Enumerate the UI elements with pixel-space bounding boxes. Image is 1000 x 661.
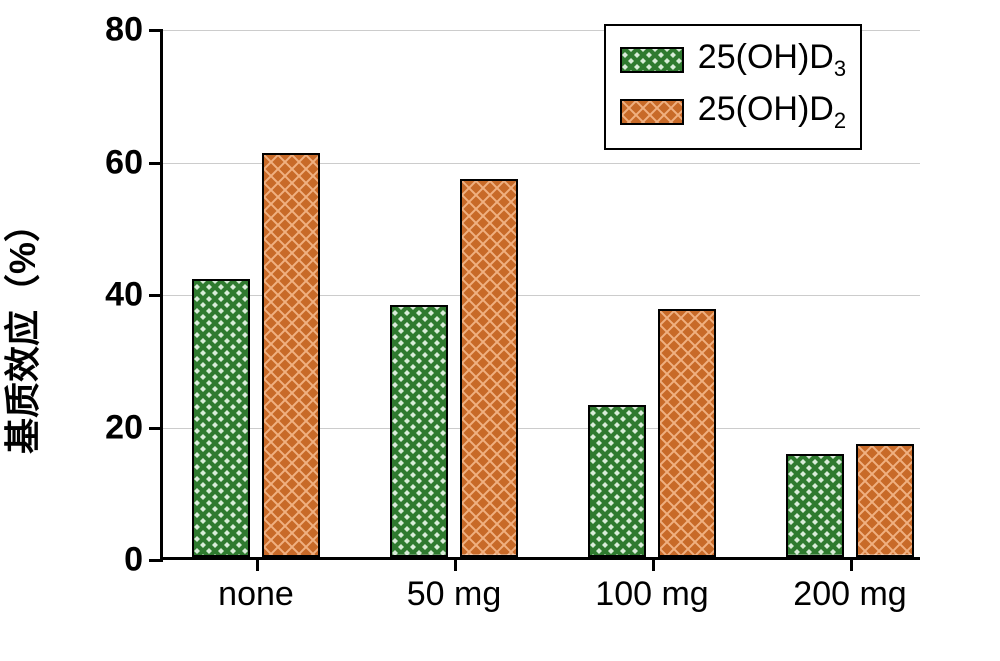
bar [460, 179, 518, 557]
legend-label: 25(OH)D2 [698, 90, 846, 134]
bar [390, 305, 448, 557]
legend-swatch [620, 47, 684, 73]
legend-label: 25(OH)D3 [698, 38, 846, 82]
y-tick-label: 40 [105, 276, 143, 315]
bar [658, 309, 716, 557]
plot-area: 020406080none50 mg100 mg200 mg25(OH)D325… [160, 30, 920, 560]
bar [192, 279, 250, 557]
legend-swatch [620, 99, 684, 125]
bar [786, 454, 844, 557]
y-tick-label: 60 [105, 143, 143, 182]
y-tick [149, 294, 163, 297]
bar [588, 405, 646, 557]
y-tick [149, 162, 163, 165]
legend: 25(OH)D3 25(OH)D2 [604, 24, 862, 150]
x-tick [850, 557, 853, 571]
y-tick-label: 20 [105, 408, 143, 447]
y-tick-label: 0 [124, 541, 143, 580]
x-tick-label: none [218, 575, 294, 614]
bar [856, 444, 914, 557]
y-tick [149, 427, 163, 430]
bar [262, 153, 320, 557]
y-axis-title: 基质效应（%） [0, 206, 46, 454]
legend-item: 25(OH)D2 [620, 86, 846, 138]
x-tick-label: 200 mg [793, 575, 906, 614]
y-tick [149, 29, 163, 32]
y-tick-label: 80 [105, 11, 143, 50]
x-tick-label: 100 mg [595, 575, 708, 614]
y-tick [149, 559, 163, 562]
chart-container: 基质效应（%） 020406080none50 mg100 mg200 mg25… [40, 20, 960, 640]
x-tick [652, 557, 655, 571]
legend-item: 25(OH)D3 [620, 34, 846, 86]
x-tick-label: 50 mg [407, 575, 502, 614]
x-tick [454, 557, 457, 571]
x-tick [256, 557, 259, 571]
